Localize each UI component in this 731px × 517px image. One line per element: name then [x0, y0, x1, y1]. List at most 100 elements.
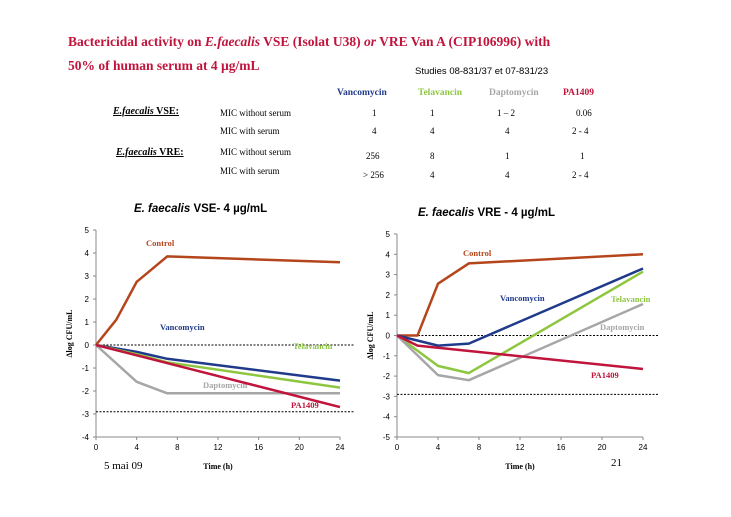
y-tick-label: -3 [383, 392, 391, 401]
series-label-telavancin: Telavancin [611, 294, 651, 304]
cell: 1 [430, 108, 435, 118]
cell: 1 [372, 108, 377, 118]
x-tick-label: 20 [598, 443, 607, 452]
group-vre-label: E.faecalis VRE: [116, 147, 184, 158]
y-tick-label: -3 [82, 410, 90, 419]
x-axis-label: Time (h) [203, 462, 233, 471]
col-head-vancomycin: Vancomycin [337, 88, 387, 98]
series-label-control: Control [463, 248, 492, 258]
x-tick-label: 20 [295, 443, 304, 452]
series-label-daptomycin: Daptomycin [203, 380, 248, 390]
x-tick-label: 24 [336, 443, 345, 452]
chart-title-vre: E. faecalis VRE - 4 µg/mL [418, 207, 555, 219]
title-part: Bactericidal activity on [68, 34, 205, 49]
chart-title-rest: VRE - 4 µg/mL [474, 207, 556, 219]
y-tick-label: -5 [383, 433, 391, 442]
series-label-telavancin: Telavancin [293, 341, 333, 351]
cell: 256 [366, 151, 380, 161]
y-tick-label: 1 [85, 318, 90, 327]
series-label-control: Control [146, 238, 175, 248]
y-tick-label: 2 [386, 291, 391, 300]
x-tick-label: 24 [639, 443, 648, 452]
row-label: MIC with serum [220, 166, 280, 176]
y-tick-label: 1 [386, 311, 391, 320]
row-label: MIC with serum [220, 126, 280, 136]
series-label-daptomycin: Daptomycin [600, 322, 645, 332]
cell: 4 [430, 170, 435, 180]
footer-page-number: 21 [611, 457, 622, 469]
y-tick-label: -2 [383, 372, 391, 381]
series-label-vancomycin: Vancomycin [500, 293, 545, 303]
series-label-pa1409: PA1409 [591, 370, 619, 380]
series-line-pa1409 [95, 343, 341, 409]
y-tick-label: 4 [85, 249, 90, 258]
row-label: MIC without serum [220, 147, 291, 157]
footer-date: 5 mai 09 [104, 460, 143, 472]
cell: 2 - 4 [572, 170, 589, 180]
slide-title-line2: 50% of human serum at 4 µg/mL [68, 58, 260, 73]
y-axis-label: Δlog CFU/mL [65, 310, 74, 358]
cell: 2 - 4 [572, 126, 589, 136]
strain: VRE: [156, 147, 184, 158]
title-part: VSE (Isolat U38) [259, 34, 364, 49]
y-tick-label: 5 [85, 226, 90, 235]
slide-title-line1: Bactericidal activity on E.faecalis VSE … [68, 34, 550, 50]
row-label: MIC without serum [220, 108, 291, 118]
col-head-pa1409: PA1409 [563, 88, 594, 98]
series-line-vancomycin [396, 267, 644, 347]
x-tick-label: 16 [254, 443, 263, 452]
col-head-telavancin: Telavancin [418, 88, 462, 98]
col-head-daptomycin: Daptomycin [489, 88, 539, 98]
x-axis-label: Time (h) [505, 462, 535, 471]
x-tick-label: 0 [395, 443, 400, 452]
cell: 4 [505, 170, 510, 180]
x-tick-label: 12 [516, 443, 525, 452]
strain: VSE: [153, 106, 179, 117]
cell: 4 [430, 126, 435, 136]
x-tick-label: 8 [477, 443, 482, 452]
series-line-control [397, 253, 644, 337]
cell: 4 [505, 126, 510, 136]
chart-title-vse: E. faecalis VSE- 4 µg/mL [134, 203, 267, 215]
series-line-daptomycin [95, 344, 340, 395]
series-label-pa1409: PA1409 [291, 400, 319, 410]
chart-title-organism: E. faecalis [418, 207, 475, 219]
x-tick-label: 16 [557, 443, 566, 452]
y-tick-label: 3 [85, 272, 90, 281]
y-tick-label: 0 [386, 332, 391, 341]
y-axis-label: Δlog CFU/mL [366, 312, 375, 360]
cell: 1 [505, 151, 510, 161]
y-tick-label: 4 [386, 250, 391, 259]
series-label-vancomycin: Vancomycin [160, 322, 205, 332]
y-tick-label: 0 [85, 341, 90, 350]
organism: E.faecalis [113, 106, 154, 117]
studies-reference: Studies 08-831/37 et 07-831/23 [415, 66, 549, 77]
title-organism: E.faecalis [204, 34, 260, 49]
cell: > 256 [363, 170, 384, 180]
cell: 0.06 [576, 108, 592, 118]
y-tick-label: 2 [85, 295, 90, 304]
cell: 8 [430, 151, 435, 161]
y-tick-label: -4 [383, 413, 391, 422]
series-line-pa1409 [396, 334, 644, 371]
x-tick-label: 4 [436, 443, 441, 452]
y-tick-label: 3 [386, 271, 391, 280]
series-line-control [95, 255, 341, 346]
chart-title-rest: VSE- 4 µg/mL [190, 203, 268, 215]
cell: 1 [580, 151, 585, 161]
x-tick-label: 8 [175, 443, 180, 452]
y-tick-label: -2 [82, 387, 90, 396]
title-part: VRE Van A (CIP106996) with [376, 34, 551, 49]
cell: 1 – 2 [497, 108, 515, 118]
y-tick-label: -4 [82, 433, 90, 442]
series-line-daptomycin [396, 302, 644, 382]
organism: E.faecalis [116, 147, 157, 158]
group-vse-label: E.faecalis VSE: [113, 106, 179, 117]
y-tick-label: -1 [82, 364, 90, 373]
x-tick-label: 0 [94, 443, 99, 452]
title-or: or [364, 34, 377, 49]
series-line-telavancin [396, 270, 644, 375]
x-tick-label: 4 [134, 443, 139, 452]
chart-title-organism: E. faecalis [134, 203, 191, 215]
